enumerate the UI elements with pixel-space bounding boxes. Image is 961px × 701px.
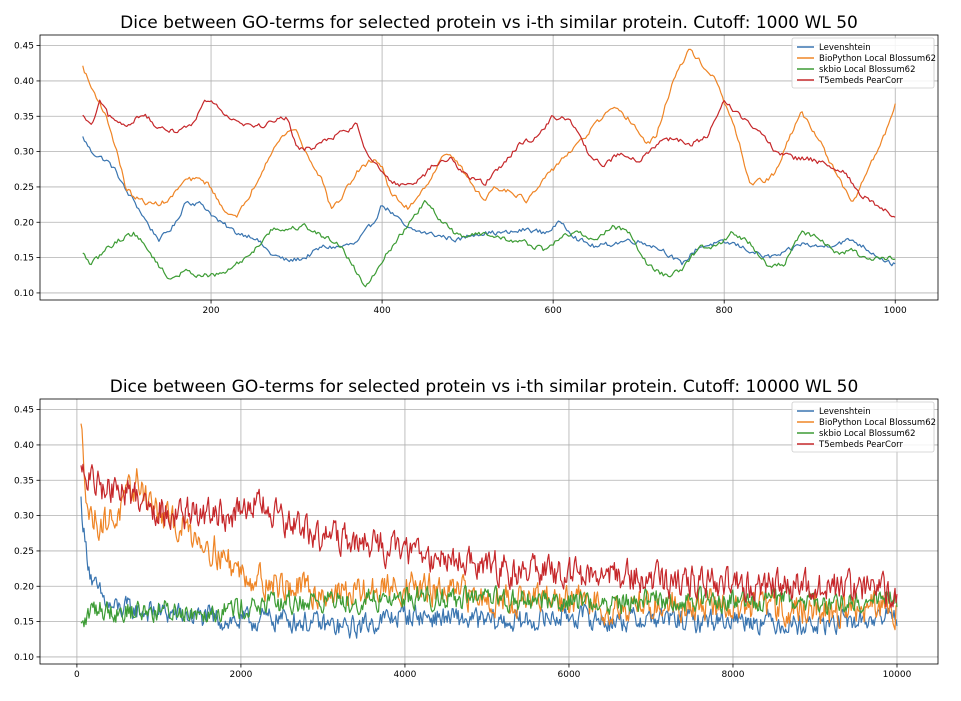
y-tick-label: 0.35: [14, 112, 34, 122]
x-tick-label: 10000: [883, 670, 912, 680]
chart-title: Dice between GO-terms for selected prote…: [120, 13, 858, 33]
y-tick-label: 0.15: [14, 618, 34, 628]
legend-label: T5embeds PearCorr: [818, 76, 903, 86]
legend-label: BioPython Local Blossum62: [819, 54, 936, 64]
y-tick-label: 0.40: [14, 77, 34, 87]
y-tick-label: 0.20: [14, 582, 34, 592]
chart-cutoff-1000: Dice between GO-terms for selected prote…: [14, 13, 939, 316]
legend-label: skbio Local Blossum62: [819, 65, 915, 75]
x-tick-label: 8000: [722, 670, 745, 680]
x-tick-label: 4000: [393, 670, 416, 680]
series-line-t5embeds-pearcorr: [80, 463, 898, 609]
legend-label: Levenshtein: [819, 407, 871, 417]
series-line-biopython-local-blossum62: [82, 48, 896, 218]
chart-cutoff-10000: Dice between GO-terms for selected prote…: [14, 377, 939, 680]
y-tick-label: 0.30: [14, 512, 34, 522]
y-tick-label: 0.45: [14, 42, 34, 52]
chart-title: Dice between GO-terms for selected prote…: [110, 377, 859, 397]
x-tick-label: 0: [74, 670, 80, 680]
y-tick-label: 0.20: [14, 218, 34, 228]
x-tick-label: 2000: [229, 670, 252, 680]
series-line-levenshtein: [82, 136, 896, 267]
y-tick-label: 0.40: [14, 441, 34, 451]
series-group: [80, 423, 898, 639]
series-group: [82, 48, 896, 288]
y-tick-label: 0.10: [14, 653, 34, 663]
x-tick-label: 600: [545, 306, 562, 316]
series-line-skbio-local-blossum62: [80, 584, 898, 628]
y-tick-label: 0.45: [14, 406, 34, 416]
plot-frame: [39, 398, 939, 665]
y-tick-label: 0.25: [14, 547, 34, 557]
plot-frame: [39, 34, 939, 301]
x-tick-label: 800: [716, 306, 733, 316]
y-tick-label: 0.10: [14, 289, 34, 299]
y-tick-label: 0.15: [14, 254, 34, 264]
series-line-biopython-local-blossum62: [80, 423, 898, 631]
x-tick-label: 1000: [884, 306, 907, 316]
y-tick-label: 0.25: [14, 183, 34, 193]
series-line-skbio-local-blossum62: [82, 200, 896, 288]
x-tick-label: 6000: [558, 670, 581, 680]
x-tick-label: 400: [374, 306, 391, 316]
legend-label: T5embeds PearCorr: [818, 440, 903, 450]
y-tick-label: 0.30: [14, 148, 34, 158]
x-tick-label: 200: [202, 306, 219, 316]
y-tick-label: 0.35: [14, 476, 34, 486]
legend-label: skbio Local Blossum62: [819, 429, 915, 439]
legend-label: Levenshtein: [819, 43, 871, 53]
legend-label: BioPython Local Blossum62: [819, 418, 936, 428]
series-line-t5embeds-pearcorr: [82, 99, 896, 218]
